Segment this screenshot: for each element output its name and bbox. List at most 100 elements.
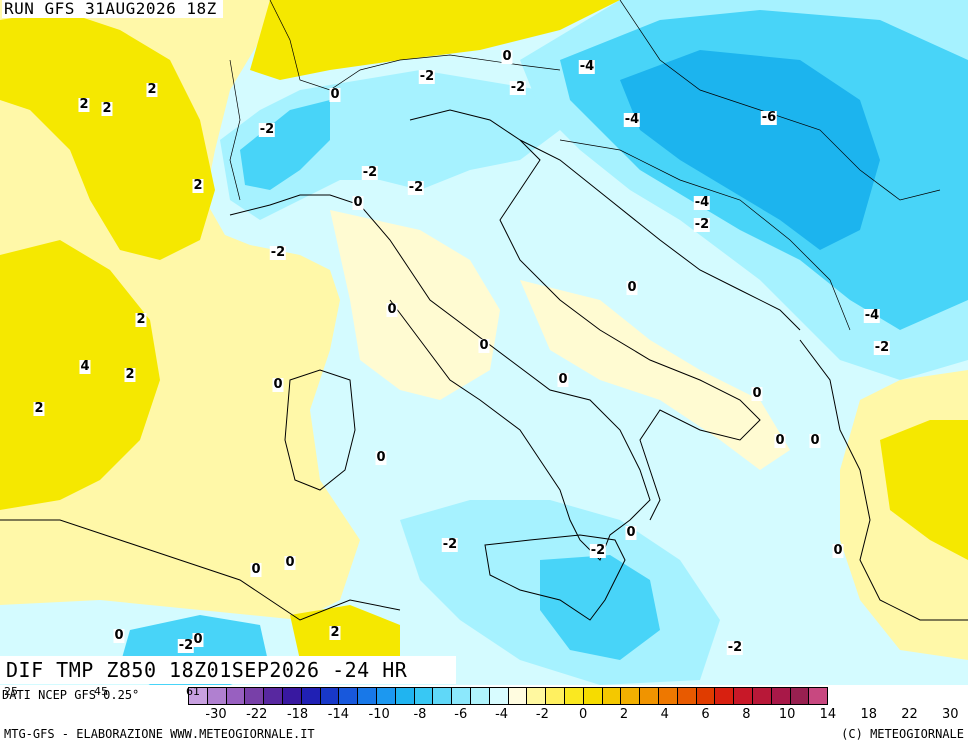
- contour-label: 2: [33, 401, 45, 416]
- colorbar-tick-label: 6: [701, 707, 710, 722]
- colorbar-swatch: [357, 687, 377, 705]
- colorbar-swatch: [714, 687, 735, 705]
- colorbar-edge-label: 61: [186, 685, 200, 698]
- contour-label: -2: [418, 69, 436, 84]
- colorbar-tick-label: -14: [327, 707, 349, 722]
- coldest-core-northeast: [620, 50, 880, 250]
- colorbar-tick-label: 22: [901, 707, 918, 722]
- colorbar-swatch: [545, 687, 565, 705]
- colorbar-swatch: [413, 687, 434, 705]
- contour-label: 0: [250, 562, 262, 577]
- colorbar-swatch: [601, 687, 622, 705]
- colorbar-swatch: [808, 687, 829, 705]
- contour-label: 0: [386, 302, 398, 317]
- colorbar-swatch: [432, 687, 453, 705]
- contour-label: -4: [863, 308, 881, 323]
- colorbar: [188, 687, 829, 705]
- contour-label: 0: [113, 628, 125, 643]
- colorbar-swatch: [281, 687, 302, 705]
- colorbar-tick-label: -22: [246, 707, 268, 722]
- contour-label: 2: [192, 178, 204, 193]
- contour-label: -2: [589, 543, 607, 558]
- strong-warm-southwest: [0, 240, 160, 510]
- contour-label: -2: [441, 537, 459, 552]
- colorbar-tick-label: 2: [619, 707, 629, 722]
- colorbar-swatch: [244, 687, 265, 705]
- contour-label: 0: [625, 525, 637, 540]
- colorbar-tick-label: -18: [286, 707, 309, 722]
- colorbar-tick-label: 0: [579, 707, 588, 722]
- footer-copyright: (C) METEOGIORNALE: [841, 727, 964, 741]
- light-yellow-central: [330, 210, 500, 400]
- contour-label: 0: [832, 543, 844, 558]
- contour-label: 0: [809, 433, 821, 448]
- contour-label: -2: [269, 245, 287, 260]
- footer-credits: MTG-GFS - ELABORAZIONE WWW.METEOGIORNALE…: [4, 727, 315, 741]
- colorbar-edge-label: 45: [94, 685, 108, 698]
- strong-warm-east: [880, 420, 968, 560]
- light-yellow-center2: [520, 280, 790, 470]
- contour-label: -2: [361, 165, 379, 180]
- colorbar-swatch: [319, 687, 340, 705]
- cold-core-alps: [240, 100, 330, 190]
- colorbar-swatch: [770, 687, 791, 705]
- source-note: DATI NCEP GFS 0.25°: [2, 688, 140, 702]
- colorbar-swatch: [676, 687, 697, 705]
- contour-label: -2: [726, 640, 744, 655]
- colorbar-tick-label: -2: [535, 707, 549, 722]
- contour-label: -4: [693, 195, 711, 210]
- colorbar-tick-label: 8: [742, 707, 751, 722]
- contour-label: 0: [352, 195, 364, 210]
- contour-label: 0: [478, 338, 490, 353]
- contour-label: 0: [501, 49, 513, 64]
- contour-label: -4: [623, 112, 641, 127]
- contour-label: 2: [146, 82, 158, 97]
- colorbar-tick-label: 14: [819, 707, 837, 722]
- colorbar-swatch: [751, 687, 772, 705]
- contour-label: 0: [751, 386, 763, 401]
- contour-label: -2: [509, 80, 527, 95]
- colorbar-swatch: [375, 687, 396, 705]
- colorbar-tick-label: 4: [660, 707, 669, 722]
- contour-label: 0: [272, 377, 284, 392]
- colorbar-tick-label: 30: [942, 707, 959, 722]
- contour-label: -2: [693, 217, 711, 232]
- contour-label: 0: [557, 372, 569, 387]
- colorbar-swatch: [507, 687, 528, 705]
- colorbar-swatch: [263, 687, 283, 705]
- contour-label: -2: [873, 340, 891, 355]
- run-title: RUN GFS 31AUG2026 18Z: [2, 0, 223, 18]
- colorbar-swatch: [394, 687, 415, 705]
- contour-label: -6: [760, 110, 778, 125]
- contour-label: 0: [329, 87, 341, 102]
- colorbar-labels: -30 -22 -18 -14 -10 -8 -6 -4 -2 0 2 4 6 8 10 14 18 22 30: [188, 707, 968, 723]
- contour-label: -2: [177, 638, 195, 653]
- field-title: DIF TMP Z850 18Z01SEP2026 -24 HR: [0, 656, 456, 684]
- contour-label: 0: [375, 450, 387, 465]
- colorbar-tick-label: -10: [368, 707, 390, 722]
- contour-label: -4: [578, 59, 596, 74]
- colorbar-swatch: [488, 687, 509, 705]
- contour-label: 0: [774, 433, 786, 448]
- colorbar-swatch: [582, 687, 603, 705]
- map-field: [0, 0, 968, 685]
- colorbar-tick-label: -30: [205, 707, 227, 722]
- colorbar-swatch: [206, 687, 227, 705]
- colorbar-swatch: [620, 687, 641, 705]
- coastlines: [0, 109, 968, 621]
- borders: [229, 0, 941, 331]
- contour-label: 2: [329, 625, 341, 640]
- warm-north-strip: [250, 0, 620, 80]
- colorbar-swatch: [657, 687, 678, 705]
- colorbar-swatch: [695, 687, 716, 705]
- strong-warm-west: [0, 10, 215, 260]
- contour-label: -2: [258, 122, 276, 137]
- contour-label: -2: [407, 180, 425, 195]
- colorbar-tick-label: -6: [454, 707, 468, 722]
- colorbar-tick-label: -4: [495, 707, 509, 722]
- contour-label: 0: [626, 280, 638, 295]
- colorbar-swatch: [789, 687, 810, 705]
- contour-label: 2: [101, 101, 113, 116]
- colorbar-edge-label: 25: [4, 685, 18, 698]
- contour-label: 0: [284, 555, 296, 570]
